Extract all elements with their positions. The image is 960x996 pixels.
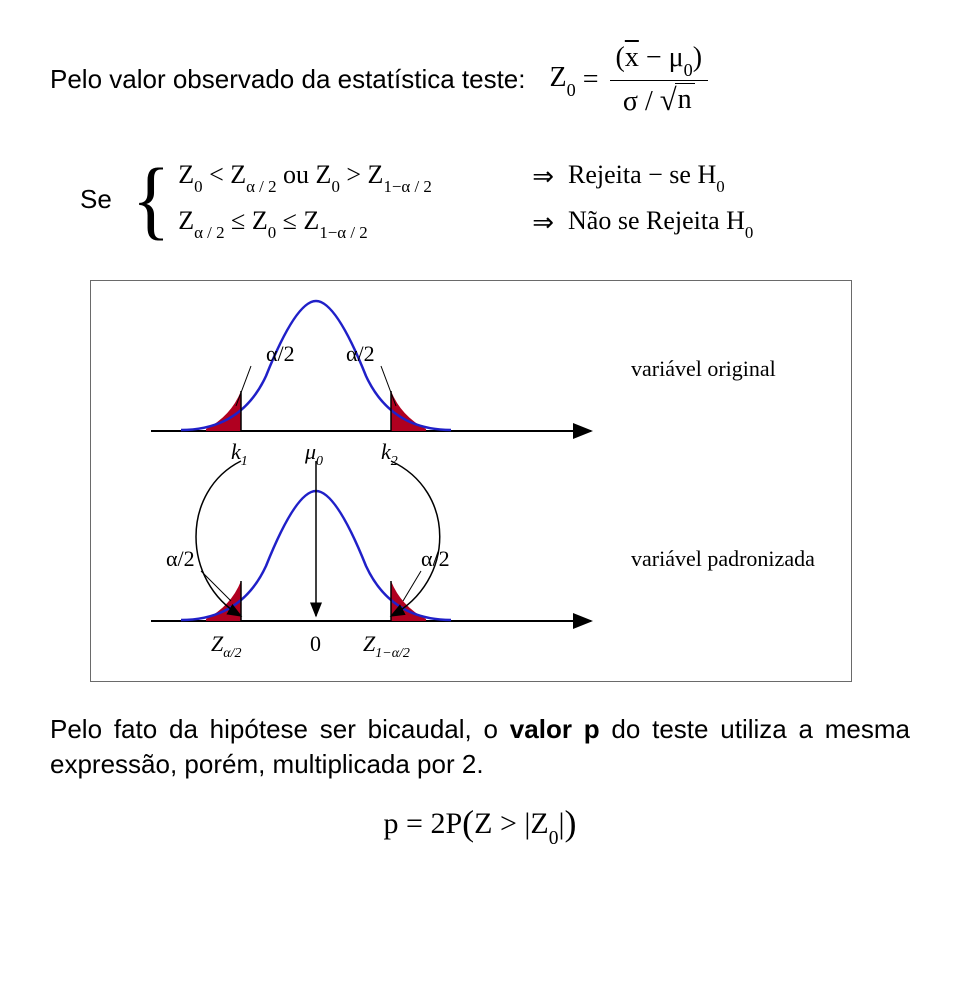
implies-icon: ⇒ <box>532 208 554 238</box>
bot-alpha-left-label: α/2 <box>166 546 195 571</box>
z0-fraction: (x − μ0) σ / √n <box>610 40 709 120</box>
valor-p-bold: valor p <box>510 714 600 744</box>
bot-alpha-right-label: α/2 <box>421 546 450 571</box>
top-right-label: variável original <box>631 356 776 381</box>
top-k2-label: k2 <box>381 439 398 469</box>
z0-denominator: σ / √n <box>617 81 701 120</box>
reject-result: Rejeita − se H0 <box>568 160 725 194</box>
noreject-result: Não se Rejeita H0 <box>568 206 753 240</box>
bot-zero-label: 0 <box>310 631 321 656</box>
z0-formula: Z0 = (x − μ0) σ / √n <box>536 40 713 120</box>
bot-za-label: Zα/2 <box>211 631 242 661</box>
implies-icon: ⇒ <box>532 162 554 192</box>
intro-text: Pelo valor observado da estatística test… <box>50 64 526 95</box>
left-brace-icon: { <box>132 173 170 226</box>
case-row-reject: Z0 < Zα / 2 ou Z0 > Z1−α / 2 ⇒ Rejeita −… <box>178 160 753 194</box>
case-row-noreject: Zα / 2 ≤ Z0 ≤ Z1−α / 2 ⇒ Não se Rejeita … <box>178 206 753 240</box>
bot-zb-label: Z1−α/2 <box>363 631 410 661</box>
top-alpha-right-label: α/2 <box>346 341 375 366</box>
top-mu0-label: μ0 <box>304 439 323 469</box>
p-value-formula: p = 2P(Z > |Z0|) <box>50 802 910 846</box>
figure-svg: α/2 α/2 k1 μ0 k2 variável original α/2 α… <box>91 281 851 681</box>
map-arrow-left <box>196 461 241 616</box>
bottom-paragraph: Pelo fato da hipótese ser bicaudal, o va… <box>50 712 910 782</box>
se-label: Se <box>80 184 112 215</box>
reject-condition: Z0 < Zα / 2 ou Z0 > Z1−α / 2 <box>178 160 518 194</box>
top-bell-curve <box>181 301 451 430</box>
top-alpha-left-label: α/2 <box>266 341 295 366</box>
map-arrow-right <box>391 461 440 616</box>
bot-right-label: variável padronizada <box>631 546 815 571</box>
noreject-condition: Zα / 2 ≤ Z0 ≤ Z1−α / 2 <box>178 206 518 240</box>
z0-lhs: Z0 <box>550 62 576 98</box>
se-block: Se { Z0 < Zα / 2 ou Z0 > Z1−α / 2 ⇒ Reje… <box>80 160 910 240</box>
z0-numerator: (x − μ0) <box>610 40 709 80</box>
intro-line: Pelo valor observado da estatística test… <box>50 40 910 120</box>
distribution-figure: α/2 α/2 k1 μ0 k2 variável original α/2 α… <box>90 280 852 682</box>
